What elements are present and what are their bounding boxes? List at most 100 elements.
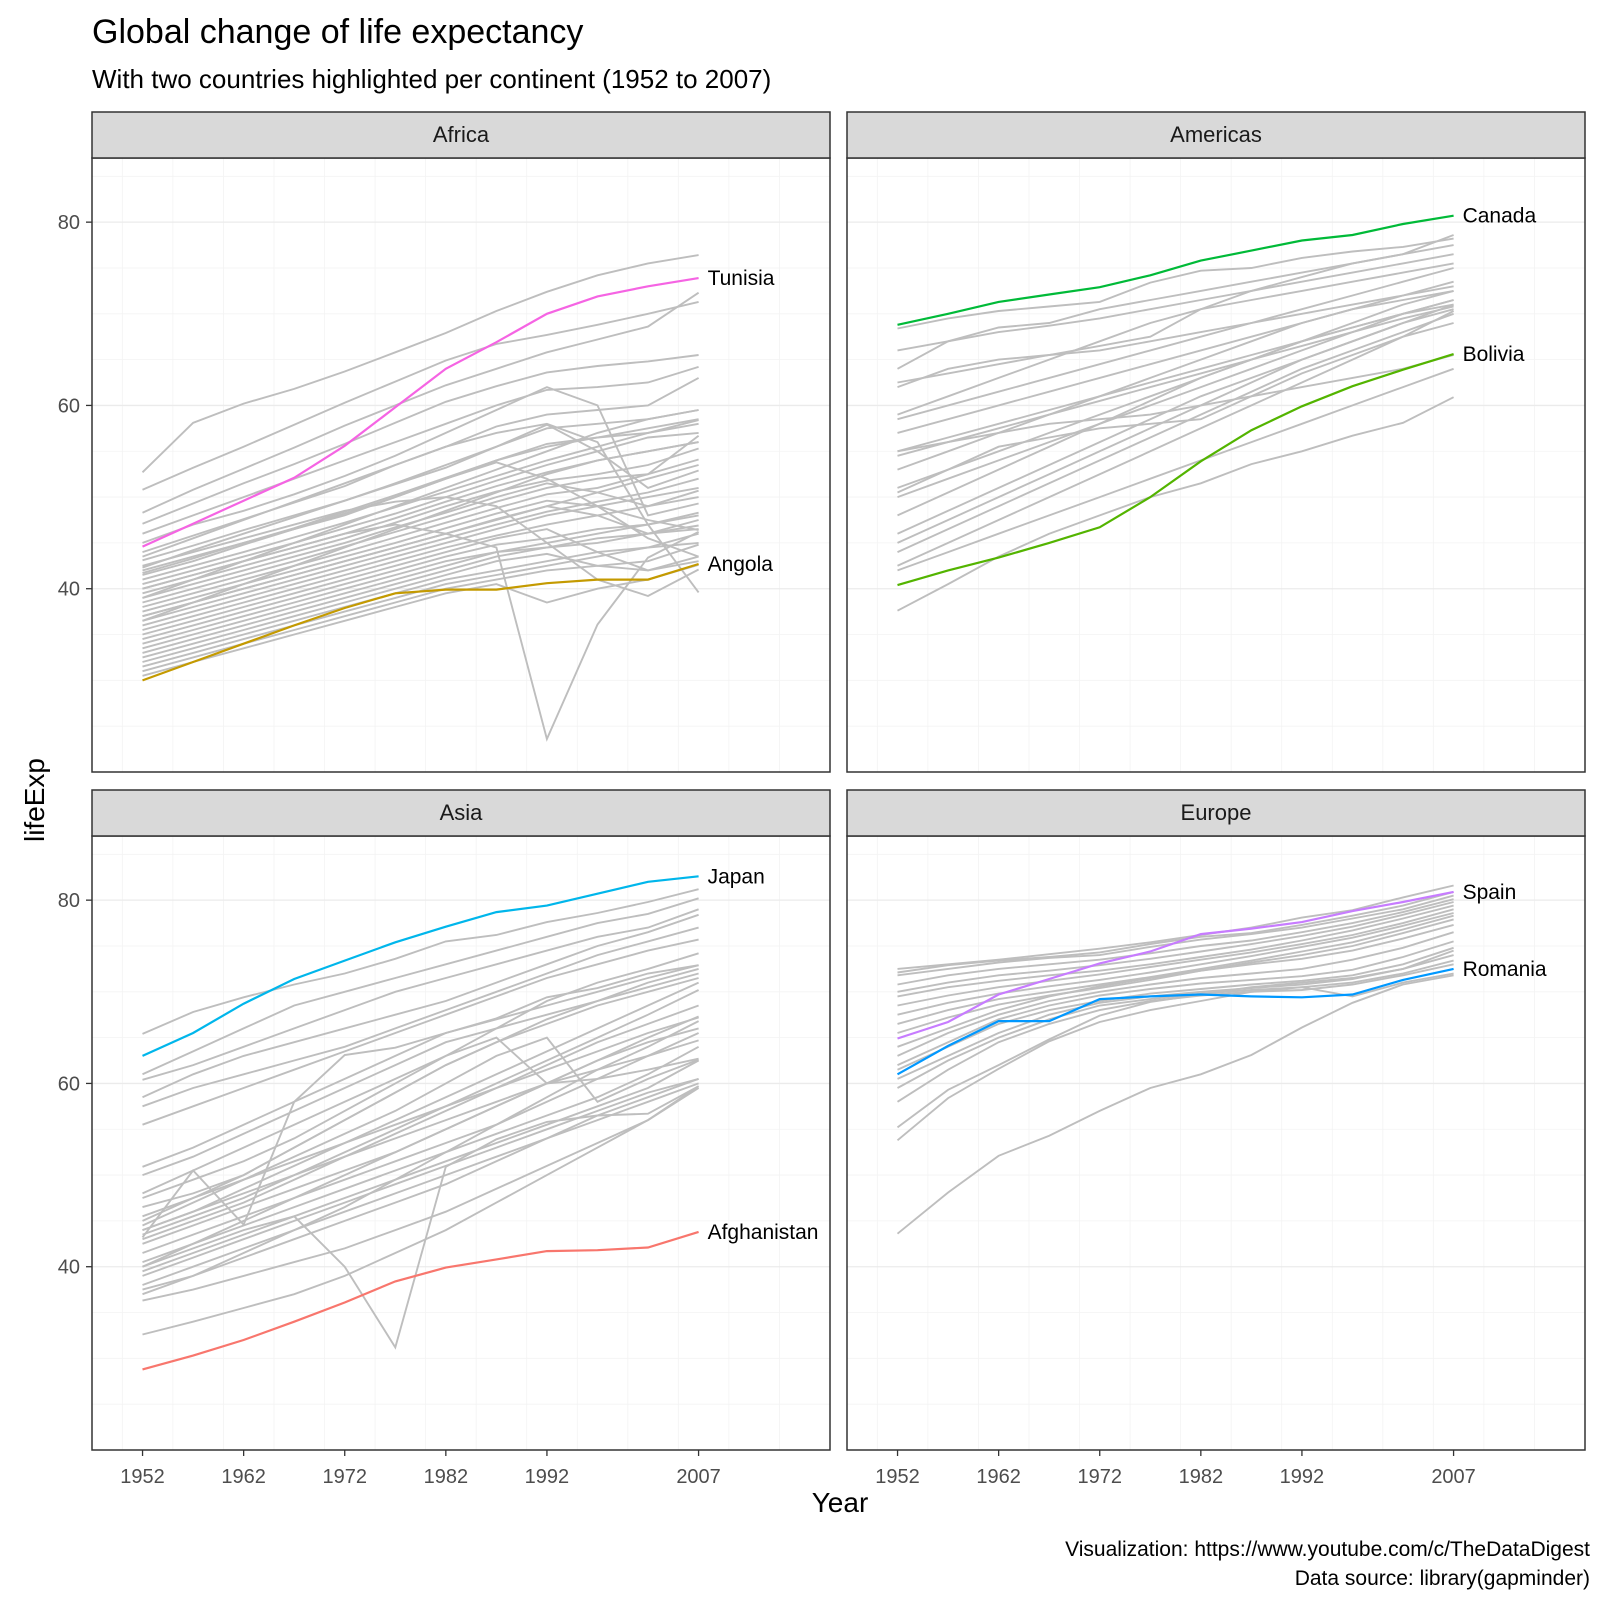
x-tick-label: 1992: [1280, 1466, 1325, 1488]
background-country-line: [142, 291, 700, 514]
series-label-romania: Romania: [1463, 958, 1547, 981]
caption-data-source: Data source: library(gapminder): [1295, 1567, 1590, 1590]
background-country-line: [142, 541, 699, 663]
panel-background: [847, 836, 1585, 1450]
y-axis-title: lifeExp: [19, 758, 50, 842]
background-country-line: [897, 890, 1454, 974]
y-tick-label: 60: [58, 1073, 80, 1095]
background-country-line: [897, 267, 1454, 421]
series-line-canada: [897, 214, 1454, 326]
y-tick-label: 40: [58, 1257, 80, 1279]
x-tick-label: 1972: [322, 1466, 367, 1488]
x-tick-label: 1962: [221, 1466, 266, 1488]
background-country-line: [142, 1015, 699, 1268]
y-tick-label: 60: [58, 395, 80, 417]
facet-grid: Tunisia Angola Africa 40 60 80 Canada Bolivia Am…: [58, 111, 1586, 1488]
series-line-afghanistan: [142, 1230, 699, 1371]
background-country-line: [142, 431, 699, 586]
facet-africa: Tunisia Angola Africa 40 60 80: [58, 111, 831, 773]
background-country-line: [142, 511, 699, 641]
background-country-line: [142, 422, 700, 593]
highlighted-country-lines: Japan Afghanistan: [142, 865, 818, 1371]
background-country-line: [897, 312, 1454, 553]
x-axis-title: Year: [812, 1487, 869, 1518]
background-country-line: [142, 1078, 699, 1291]
background-country-line: [142, 409, 699, 569]
series-label-japan: Japan: [708, 865, 765, 888]
background-country-line: [142, 1082, 699, 1286]
x-axis: 1952 1962 1972 1982 1992 2007: [120, 1450, 721, 1488]
facet-strip: [846, 111, 1586, 159]
x-tick-label: 2007: [676, 1466, 721, 1488]
facet-europe: Spain Romania Europe 1952 1962 1972 1982 1992 20…: [846, 789, 1586, 1488]
x-tick-label: 1982: [424, 1466, 469, 1488]
x-tick-label: 1992: [525, 1466, 570, 1488]
background-country-line: [897, 396, 1455, 612]
background-country-line: [142, 354, 699, 525]
background-country-line: [141, 964, 699, 1238]
series-label-canada: Canada: [1463, 205, 1537, 228]
background-country-line: [897, 908, 1454, 1007]
background-country-line: [142, 447, 699, 595]
background-country-line: [897, 912, 1454, 1016]
facet-strip-label: Americas: [1170, 122, 1262, 147]
background-country-line: [897, 904, 1454, 998]
background-country-line: [142, 464, 699, 618]
background-country-line: [896, 972, 1454, 1142]
background-country-line: [142, 926, 699, 1108]
gridlines: [847, 158, 1586, 772]
background-country-line: [142, 461, 699, 576]
background-country-line: [897, 322, 1454, 494]
background-country-line: [142, 981, 699, 1231]
background-country-line: [897, 914, 1454, 1025]
background-country-line: [142, 1087, 700, 1302]
background-country-lines: [141, 888, 700, 1350]
background-country-line: [142, 563, 699, 677]
x-tick-label: 1952: [875, 1466, 920, 1488]
background-country-line: [142, 897, 699, 1076]
background-country-line: [142, 1077, 699, 1277]
x-tick-label: 1982: [1179, 1466, 1224, 1488]
y-tick-label: 80: [58, 212, 80, 234]
background-country-line: [897, 289, 1454, 489]
background-country-line: [142, 300, 699, 491]
facet-americas: Canada Bolivia Americas: [846, 111, 1586, 773]
background-country-line: [142, 477, 699, 622]
y-axis: 40 60 80: [58, 890, 92, 1279]
highlighted-country-lines: Spain Romania: [896, 881, 1547, 1076]
series-line-romania: [896, 967, 1454, 1076]
panel-background: [847, 158, 1585, 772]
background-country-line: [142, 952, 699, 1199]
facet-strip: [91, 111, 831, 159]
background-country-line: [897, 923, 1454, 1048]
background-country-line: [142, 1045, 700, 1263]
background-country-line: [897, 285, 1454, 388]
background-country-line: [142, 1020, 700, 1296]
y-tick-label: 80: [58, 890, 80, 912]
series-label-bolivia: Bolivia: [1463, 343, 1525, 366]
highlighted-country-lines: Tunisia Angola: [142, 267, 775, 682]
background-country-lines: [141, 254, 700, 742]
background-country-line: [141, 254, 699, 473]
background-country-line: [142, 552, 699, 659]
background-country-line: [142, 1016, 699, 1218]
chart-subtitle: With two countries highlighted per conti…: [92, 64, 771, 94]
background-country-line: [897, 234, 1454, 384]
background-country-line: [897, 237, 1454, 330]
background-country-line: [897, 901, 1454, 993]
series-line-angola: [142, 562, 699, 682]
background-country-line: [897, 303, 1454, 544]
facet-strip-label: Africa: [433, 122, 490, 147]
background-country-line: [142, 888, 699, 1035]
x-tick-label: 1952: [120, 1466, 165, 1488]
facet-strip: [91, 789, 831, 837]
x-tick-label: 2007: [1431, 1466, 1476, 1488]
background-country-line: [897, 310, 1455, 567]
caption-visualization: Visualization: https://www.youtube.com/c…: [1065, 1538, 1590, 1561]
background-country-line: [142, 1039, 699, 1231]
background-country-line: [897, 946, 1454, 1071]
background-country-line: [897, 280, 1454, 471]
background-country-line: [897, 303, 1454, 517]
background-country-line: [142, 1059, 700, 1273]
